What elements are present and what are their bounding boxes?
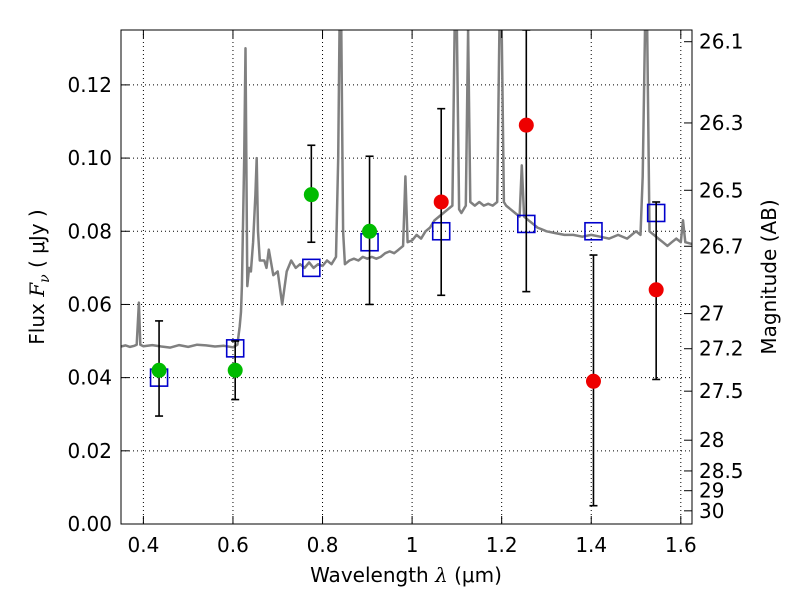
mag-tick-label-7: 28	[699, 428, 724, 452]
y-tick-label-4: 0.08	[67, 219, 112, 243]
mag-tick-label-3: 26.7	[699, 234, 744, 258]
y-axis-subscript: ν	[37, 274, 53, 283]
x-tick-label-4: 1.2	[486, 533, 518, 557]
grid	[121, 30, 692, 525]
model-square-2	[302, 258, 321, 278]
x-axis-label: Wavelength λ (μm)	[310, 563, 502, 587]
y-tick-label-1: 0.02	[67, 439, 112, 463]
plot-frame	[120, 29, 693, 525]
data-layer	[121, 30, 692, 507]
photometry-point-2-3	[362, 223, 378, 239]
spectrum-line	[121, 30, 692, 349]
y-tick-label-0: 0.00	[67, 512, 112, 536]
photometry-point-3-1	[518, 117, 534, 133]
mag-tick-label-1: 26.3	[699, 111, 744, 135]
x-tick-label-6: 1.6	[665, 533, 697, 557]
mag-tick-label-9: 29	[699, 479, 724, 503]
mag-tick-label-10: 30	[699, 499, 724, 523]
y2-axis-label: Magnitude (AB)	[757, 199, 781, 354]
mag-tick-label-2: 26.5	[699, 178, 744, 202]
photometry-point-3-0	[433, 194, 449, 210]
ticks: 0.4 0.6 0.8 1 1.2 1.4 1.6 0.00 0.02 0.04 0.06 0.08 0…	[67, 30, 743, 557]
model-square-6	[584, 221, 603, 241]
y-tick-label-2: 0.04	[67, 366, 112, 390]
photometry-point-3-3	[648, 282, 664, 298]
x-tick-label-1: 0.6	[217, 533, 249, 557]
x-tick-label-2: 0.8	[307, 533, 339, 557]
y-axis-symbol: F	[25, 282, 49, 298]
photometry-point-2-1	[227, 362, 243, 378]
photometry-point-2-2	[303, 187, 319, 203]
mag-tick-label-5: 27.2	[699, 337, 744, 361]
x-tick-label-0: 0.4	[127, 533, 159, 557]
x-axis-symbol: λ	[434, 563, 448, 587]
y-tick-label-5: 0.10	[67, 146, 112, 170]
mag-tick-label-6: 27.5	[699, 379, 744, 403]
photometry-point-2-0	[151, 362, 167, 378]
mag-tick-label-4: 27	[699, 302, 724, 326]
y-axis-label: Flux Fν ( μJy )	[25, 209, 53, 344]
y-tick-label-6: 0.12	[67, 73, 112, 97]
photometry-point-3-2	[585, 373, 601, 389]
x-tick-label-5: 1.4	[575, 533, 607, 557]
mag-tick-label-8: 28.5	[699, 459, 744, 483]
y-tick-label-3: 0.06	[67, 292, 112, 316]
x-tick-label-3: 1	[406, 533, 419, 557]
mag-tick-label-0: 26.1	[699, 30, 744, 54]
